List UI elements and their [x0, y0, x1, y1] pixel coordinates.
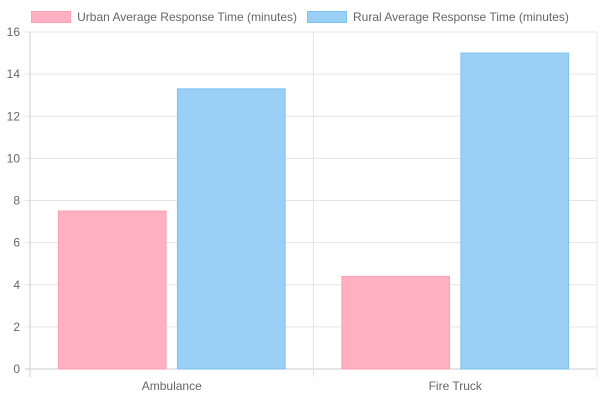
legend-swatch-rural [307, 11, 347, 23]
y-tick-label: 10 [7, 151, 21, 165]
bars [57, 52, 570, 370]
bar-rural-fire-truck[interactable] [460, 52, 570, 370]
bar-urban-ambulance[interactable] [57, 210, 167, 370]
legend-item-urban[interactable]: Urban Average Response Time (minutes) [31, 10, 297, 24]
y-tick-label: 14 [7, 67, 21, 81]
bar-urban-fire-truck[interactable] [341, 275, 451, 370]
legend: Urban Average Response Time (minutes) Ru… [0, 8, 600, 26]
y-tick-label: 2 [13, 320, 20, 334]
y-tick-label: 0 [13, 362, 20, 376]
y-tick-label: 4 [13, 278, 20, 292]
bar-rural-ambulance[interactable] [176, 88, 286, 370]
x-tick-label: Ambulance [142, 379, 202, 393]
axes: 0 2 4 6 8 10 12 14 16 Ambulance Fire Truck [7, 25, 483, 393]
y-tick-label: 8 [13, 194, 20, 208]
y-tick-label: 6 [13, 236, 20, 250]
y-tick-label: 12 [7, 109, 21, 123]
legend-item-rural[interactable]: Rural Average Response Time (minutes) [307, 10, 569, 24]
legend-swatch-urban [31, 11, 72, 23]
y-tick-label: 16 [7, 25, 21, 39]
x-tick-label: Fire Truck [429, 379, 483, 393]
legend-label-rural: Rural Average Response Time (minutes) [353, 10, 569, 24]
legend-label-urban: Urban Average Response Time (minutes) [77, 10, 297, 24]
